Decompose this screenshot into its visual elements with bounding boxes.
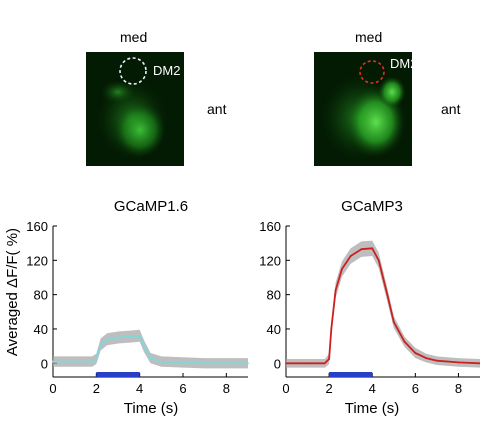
y-tick-label: 0 xyxy=(41,356,48,371)
x-tick-label: 4 xyxy=(136,381,143,396)
x-tick-label: 0 xyxy=(282,381,289,396)
data-point xyxy=(392,321,395,323)
image-panel-right: DM2 med ant xyxy=(314,29,461,166)
data-point xyxy=(247,362,249,365)
stimulus-bar xyxy=(96,372,140,377)
y-tick-label: 160 xyxy=(26,219,48,234)
y-axis-label: Averaged ΔF/F( %) xyxy=(4,228,21,356)
error-band xyxy=(286,240,480,368)
x-tick-label: 8 xyxy=(223,381,230,396)
x-tick-label: 6 xyxy=(179,381,186,396)
stimulus-bar xyxy=(329,372,373,377)
chart-title: GCaMP3 xyxy=(341,198,403,215)
series-line xyxy=(286,247,480,365)
data-point xyxy=(349,255,352,257)
data-point xyxy=(73,360,76,363)
x-tick-label: 2 xyxy=(93,381,100,396)
x-tick-label: 6 xyxy=(412,381,419,396)
data-point xyxy=(138,334,141,337)
y-tick-label: 120 xyxy=(259,253,281,268)
data-point xyxy=(117,336,119,339)
data-point xyxy=(323,362,326,365)
roi-label: DM2 xyxy=(153,63,180,78)
data-point xyxy=(143,345,145,348)
chart-gcamp3: GCaMP3 Time (s) 0 40 80 120 160 0 2 4 6 8 xyxy=(259,198,480,417)
data-point xyxy=(99,343,102,346)
data-point xyxy=(306,362,309,365)
data-point xyxy=(377,259,380,262)
x-tick-label: 8 xyxy=(455,381,462,396)
image-tissue-top xyxy=(378,76,406,108)
data-point xyxy=(328,358,331,360)
data-point xyxy=(360,248,363,251)
ant-label: ant xyxy=(207,101,227,117)
data-point xyxy=(457,361,460,364)
data-point xyxy=(52,360,54,363)
x-axis-label: Time (s) xyxy=(124,400,178,417)
roi-circle xyxy=(359,60,385,84)
med-label: med xyxy=(120,29,147,45)
data-point xyxy=(225,362,228,365)
data-point xyxy=(106,338,109,341)
data-point xyxy=(182,361,184,364)
data-point xyxy=(330,328,333,330)
data-point xyxy=(127,335,130,338)
y-tick-label: 80 xyxy=(267,288,281,303)
data-point xyxy=(160,360,163,363)
data-point xyxy=(425,357,428,360)
roi-label: DM2 xyxy=(390,56,417,71)
chart-title: GCaMP1.6 xyxy=(114,198,188,215)
data-point xyxy=(203,362,206,365)
med-label: med xyxy=(355,29,382,45)
data-point xyxy=(149,357,152,360)
y-tick-label: 80 xyxy=(34,288,48,303)
data-point xyxy=(414,352,417,354)
data-point xyxy=(386,293,389,296)
data-point xyxy=(435,359,438,362)
data-point xyxy=(91,360,93,363)
data-point xyxy=(285,362,287,365)
image-panel-left: DM2 med ant xyxy=(86,29,227,166)
chart-gcamp16: GCaMP1.6 Averaged ΔF/F( %) Time (s) 0408… xyxy=(4,198,249,417)
data-point xyxy=(341,267,343,270)
y-tick-label: 120 xyxy=(26,253,48,268)
x-axis-label: Time (s) xyxy=(345,400,399,417)
x-tick-label: 0 xyxy=(49,381,56,396)
data-point xyxy=(95,358,98,360)
image-tissue-core xyxy=(114,102,166,158)
y-tick-label: 40 xyxy=(267,322,281,337)
x-tick-label: 2 xyxy=(325,381,332,396)
image-tissue-top xyxy=(100,80,136,104)
y-tick-label: 0 xyxy=(274,356,281,371)
error-band xyxy=(53,329,248,369)
roi-circle xyxy=(119,57,147,85)
series-line xyxy=(53,334,248,365)
data-point xyxy=(371,247,374,250)
data-point xyxy=(403,340,406,343)
x-tick-label: 4 xyxy=(369,381,376,396)
ant-label: ant xyxy=(441,101,461,117)
y-tick-label: 40 xyxy=(34,322,48,337)
y-tick-label: 160 xyxy=(259,219,281,234)
data-point xyxy=(334,289,337,292)
